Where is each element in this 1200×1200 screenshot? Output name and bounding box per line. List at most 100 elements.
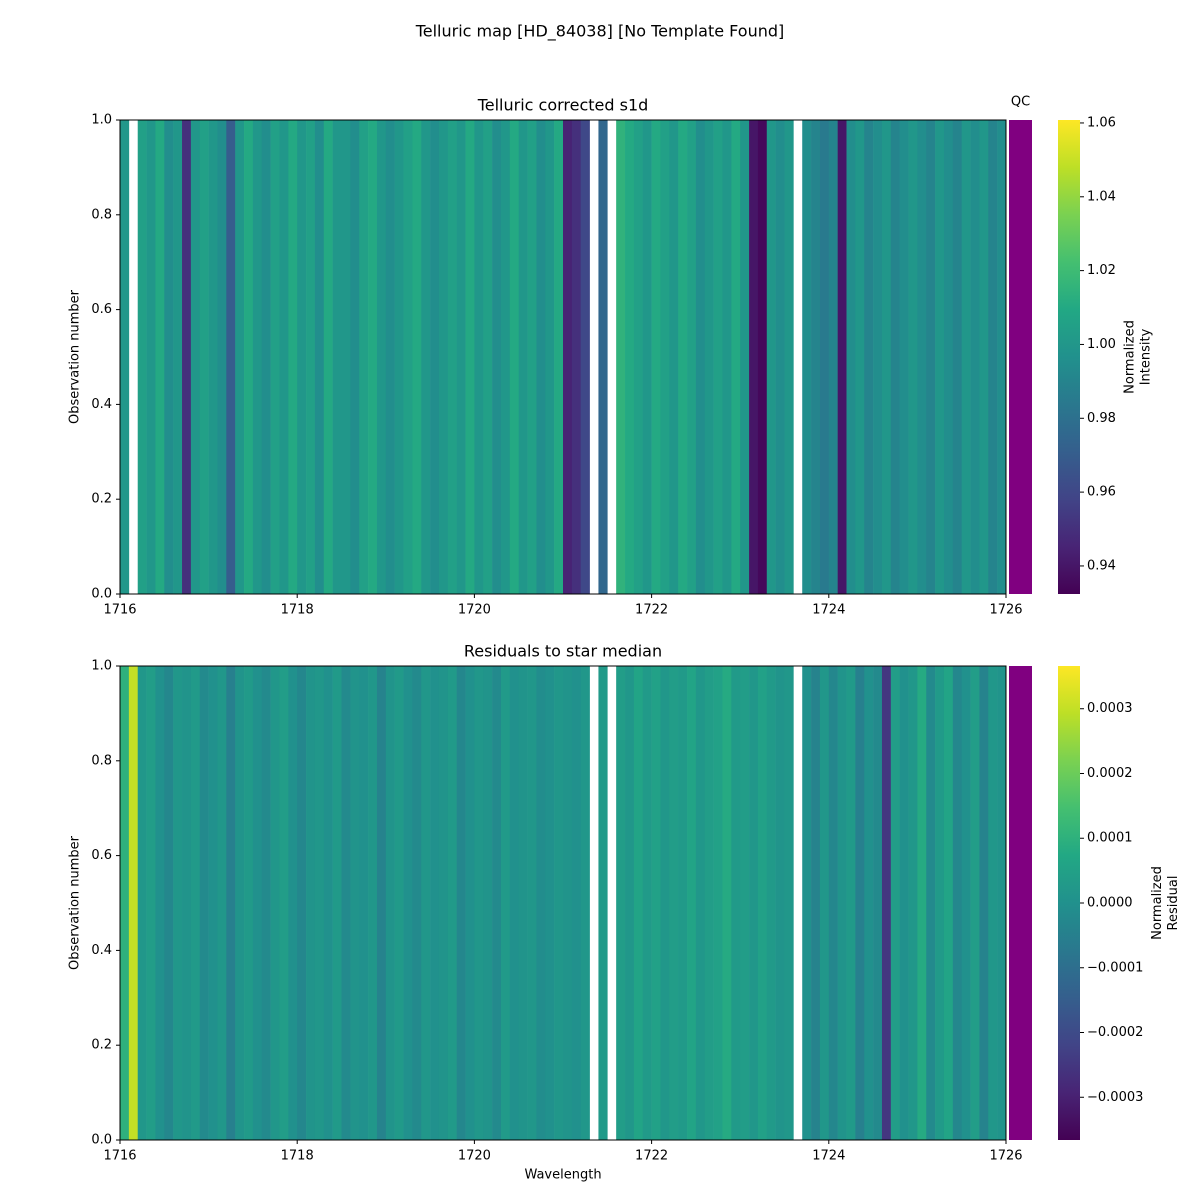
x-tick-label: 1720 xyxy=(458,603,491,618)
stripe xyxy=(120,666,130,1140)
stripe xyxy=(988,120,998,594)
stripe xyxy=(208,120,218,594)
stripe xyxy=(571,120,582,594)
stripe xyxy=(695,120,706,594)
stripe xyxy=(447,666,457,1140)
stripe xyxy=(598,120,608,594)
stripe xyxy=(926,666,936,1140)
colorbar-tick-label: 0.98 xyxy=(1087,411,1116,426)
stripe xyxy=(757,120,768,594)
colorbar-tick-label: 1.06 xyxy=(1087,115,1116,130)
y-tick-label: 0.8 xyxy=(91,207,112,222)
stripe xyxy=(740,120,750,594)
colorbar-tick-label: 1.04 xyxy=(1087,189,1116,204)
stripe xyxy=(819,120,830,594)
stripe xyxy=(430,120,440,594)
stripe xyxy=(545,120,555,594)
stripe xyxy=(403,120,413,594)
stripe xyxy=(146,666,156,1140)
x-tick-label: 1716 xyxy=(103,603,136,618)
x-axis-label: Wavelength xyxy=(524,1168,601,1183)
stripe xyxy=(164,666,174,1140)
stripe xyxy=(465,120,475,594)
colorbar xyxy=(1058,120,1080,594)
stripe xyxy=(749,666,759,1140)
stripe xyxy=(438,120,449,594)
stripe xyxy=(917,120,927,594)
stripe xyxy=(456,666,466,1140)
stripe xyxy=(252,120,263,594)
stripe xyxy=(873,666,883,1140)
stripe xyxy=(474,666,484,1140)
y-axis-label: Observation number xyxy=(68,289,83,424)
stripe xyxy=(306,120,316,594)
y-tick-label: 0.2 xyxy=(91,1038,112,1053)
colorbar-label: Residual xyxy=(1166,876,1181,931)
stripe xyxy=(297,120,307,594)
stripe xyxy=(137,666,147,1140)
stripe xyxy=(120,120,130,594)
stripe xyxy=(961,666,971,1140)
stripe xyxy=(704,120,714,594)
stripe xyxy=(598,666,608,1140)
y-tick-label: 1.0 xyxy=(91,113,112,128)
y-tick-label: 0.4 xyxy=(91,943,112,958)
stripe xyxy=(492,666,502,1140)
stripe xyxy=(890,120,900,594)
y-tick-label: 0.6 xyxy=(91,848,112,863)
stripe xyxy=(828,120,838,594)
stripe xyxy=(802,666,812,1140)
stripe xyxy=(828,666,838,1140)
stripe xyxy=(279,120,289,594)
x-tick-label: 1724 xyxy=(812,603,845,618)
stripe xyxy=(173,666,183,1140)
stripe xyxy=(554,666,564,1140)
stripe xyxy=(678,120,688,594)
stripe xyxy=(323,666,333,1140)
axes-title: Telluric corrected s1d xyxy=(477,96,649,115)
stripe xyxy=(456,120,466,594)
stripe xyxy=(554,120,564,594)
stripe xyxy=(509,120,519,594)
stripe xyxy=(421,666,431,1140)
stripe xyxy=(811,120,821,594)
stripe xyxy=(394,666,404,1140)
stripe xyxy=(235,120,245,594)
colorbar-tick-label: 0.0002 xyxy=(1087,766,1133,781)
stripe xyxy=(784,120,794,594)
stripe xyxy=(173,120,183,594)
stripe xyxy=(155,120,165,594)
x-tick-label: 1722 xyxy=(635,1149,668,1164)
stripe xyxy=(997,666,1007,1140)
stripe xyxy=(580,666,590,1140)
stripe xyxy=(642,120,652,594)
stripe xyxy=(438,666,449,1140)
stripe xyxy=(447,120,457,594)
stripe xyxy=(819,666,830,1140)
stripe xyxy=(288,120,298,594)
stripe xyxy=(899,120,909,594)
stripe xyxy=(465,666,475,1140)
stripe xyxy=(846,120,856,594)
stripe xyxy=(368,666,378,1140)
stripe xyxy=(244,666,254,1140)
stripe xyxy=(226,120,236,594)
x-tick-label: 1724 xyxy=(812,1149,845,1164)
x-tick-label: 1726 xyxy=(989,603,1022,618)
stripe xyxy=(766,666,776,1140)
stripe xyxy=(350,666,360,1140)
stripe xyxy=(580,120,590,594)
stripe xyxy=(314,666,325,1140)
stripe xyxy=(775,120,785,594)
stripe xyxy=(802,120,812,594)
stripe xyxy=(731,666,741,1140)
axes-frame xyxy=(119,665,1007,1141)
qc-strip xyxy=(1009,666,1032,1140)
stripe xyxy=(137,120,147,594)
axes-title: Residuals to star median xyxy=(464,642,662,661)
axes-frame xyxy=(119,119,1007,595)
colorbar-label: Normalized xyxy=(1122,320,1137,394)
stripe xyxy=(279,666,289,1140)
stripe xyxy=(563,120,573,594)
